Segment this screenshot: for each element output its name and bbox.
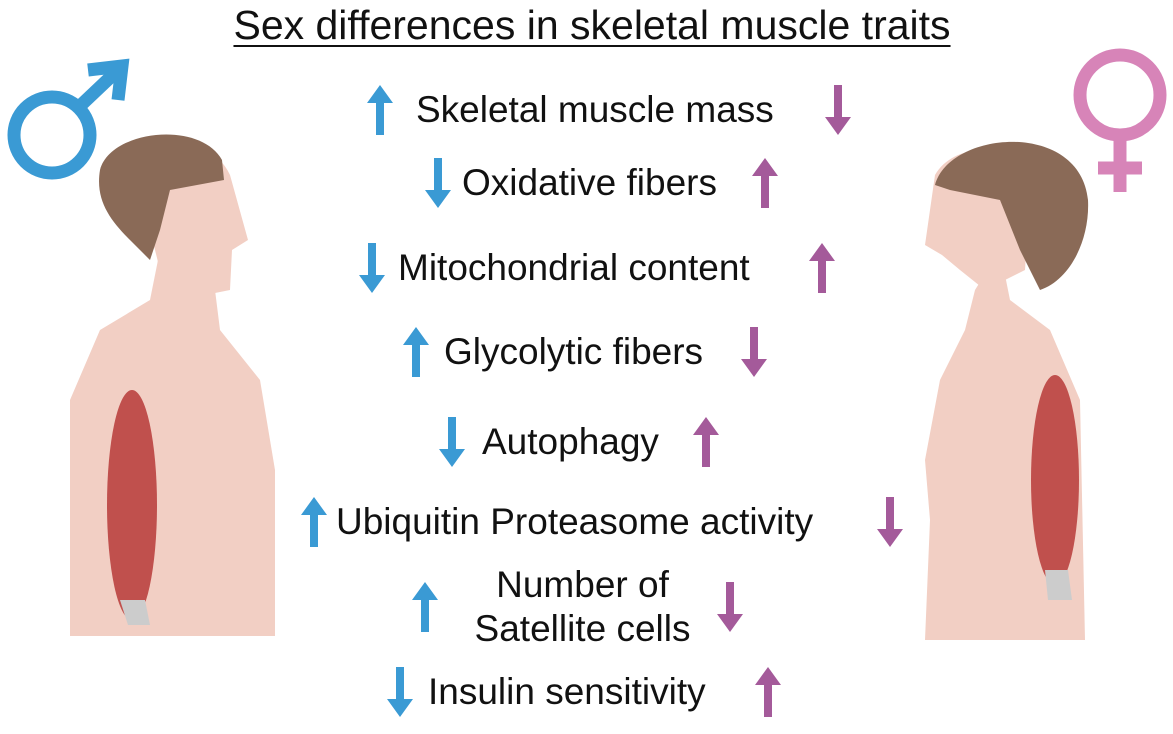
male-arrow-up-icon [301, 497, 327, 547]
trait-label: Number of Satellite cells [462, 563, 703, 651]
female-arrow-up-icon [693, 417, 719, 467]
trait-label: Mitochondrial content [398, 247, 750, 288]
female-arrow-up-icon [809, 243, 835, 293]
trait-label-line: Satellite cells [474, 608, 691, 649]
female-arrow-up-icon [752, 158, 778, 208]
diagram-title: Sex differences in skeletal muscle trait… [233, 2, 951, 48]
male-arrow-up-icon [412, 582, 438, 632]
male-arrow-down-icon [425, 158, 451, 208]
trait-label: Autophagy [482, 421, 659, 462]
female-arrow-up-icon [755, 667, 781, 717]
trait-label: Glycolytic fibers [444, 331, 704, 372]
trait-label: Skeletal muscle mass [416, 89, 774, 130]
male-symbol-icon [7, 58, 130, 180]
female-arrow-down-icon [717, 582, 743, 632]
male-figure [70, 134, 275, 636]
trait-label: Insulin sensitivity [428, 671, 706, 712]
trait-label: Ubiquitin Proteasome activity [336, 501, 814, 542]
male-arrow-down-icon [359, 243, 385, 293]
female-symbol-icon [1073, 48, 1167, 192]
male-arrow-up-icon [367, 85, 393, 135]
trait-label: Oxidative fibers [462, 162, 717, 203]
female-arrow-down-icon [877, 497, 903, 547]
male-arrow-down-icon [387, 667, 413, 717]
female-arrow-down-icon [825, 85, 851, 135]
male-arrow-up-icon [403, 327, 429, 377]
trait-label-line: Number of [496, 564, 669, 605]
male-arrow-down-icon [439, 417, 465, 467]
female-figure [925, 141, 1089, 640]
female-arrow-down-icon [741, 327, 767, 377]
